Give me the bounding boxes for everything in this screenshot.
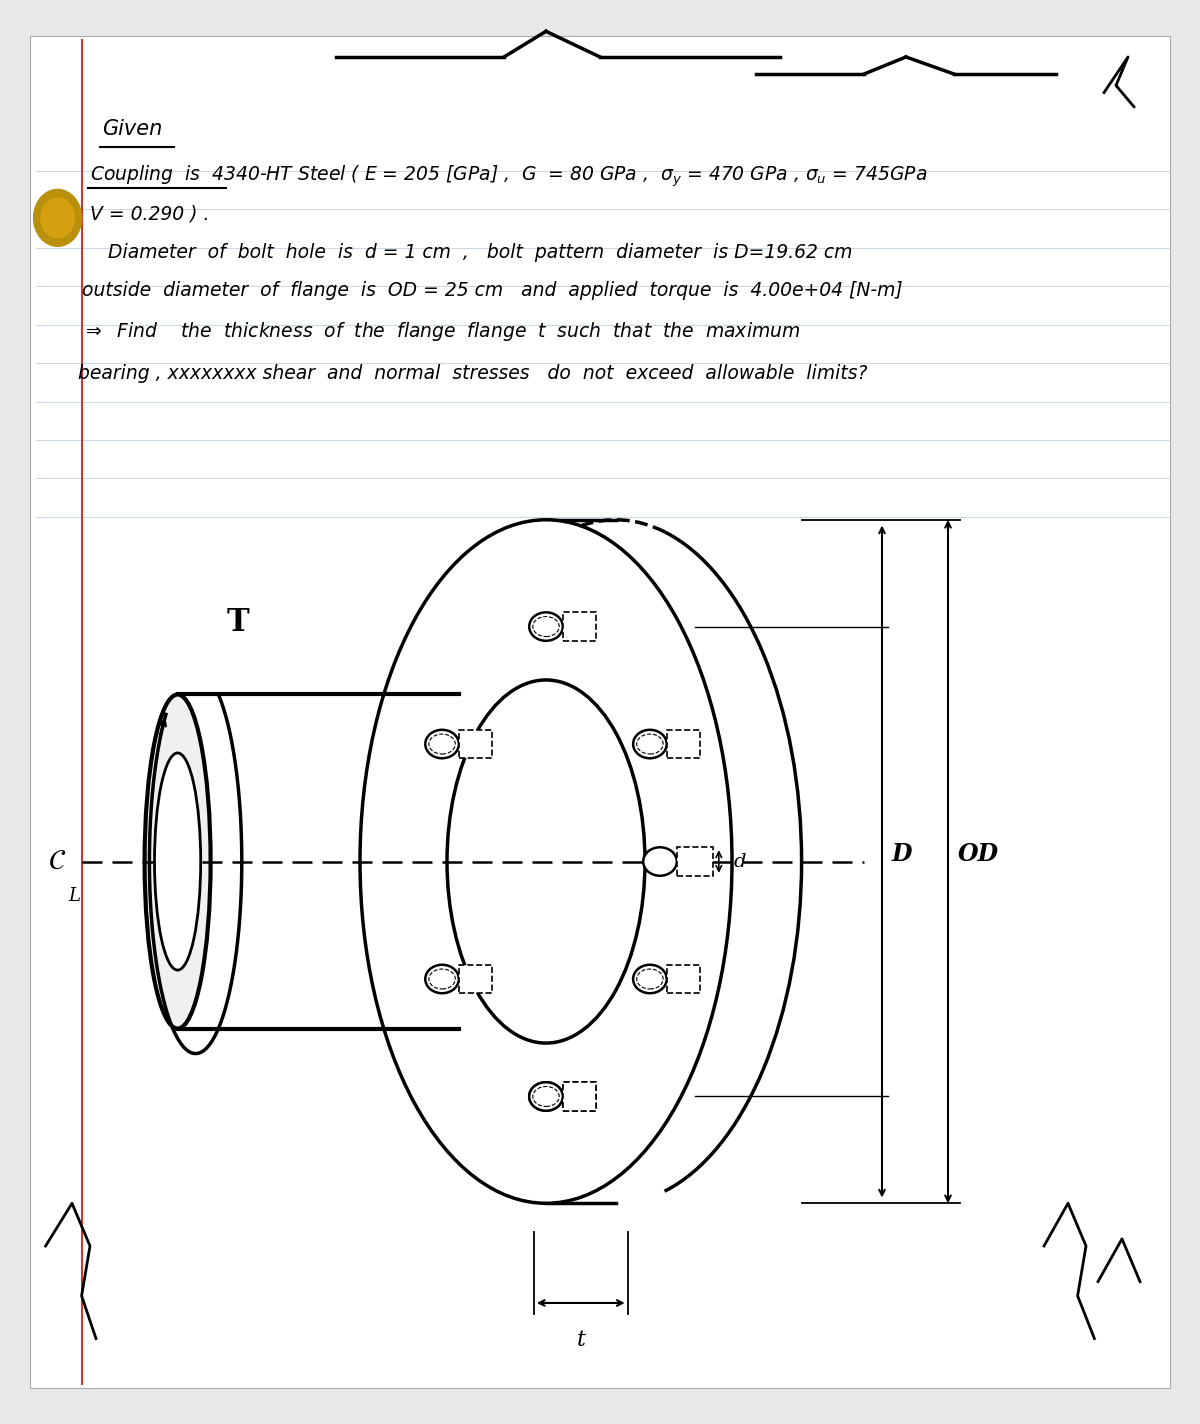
Bar <box>677 847 713 876</box>
Circle shape <box>41 198 74 238</box>
Ellipse shape <box>425 729 458 758</box>
Text: bearing , xxxxxxxx shear  and  normal  stresses   do  not  exceed  allowable  li: bearing , xxxxxxxx shear and normal stre… <box>78 363 868 383</box>
Text: Coupling  is  4340-HT Steel ( E = 205 [GPa] ,  G  = 80 GPa ,  $\sigma_y$ = 470 G: Coupling is 4340-HT Steel ( E = 205 [GPa… <box>90 164 928 189</box>
Ellipse shape <box>529 1082 563 1111</box>
Text: T: T <box>227 607 248 638</box>
Ellipse shape <box>446 681 646 1042</box>
Text: outside  diameter  of  flange  is  OD = 25 cm   and  applied  torque  is  4.00e+: outside diameter of flange is OD = 25 cm… <box>82 281 902 300</box>
Text: Diameter  of  bolt  hole  is  d = 1 cm  ,   bolt  pattern  diameter  is D=19.62 : Diameter of bolt hole is d = 1 cm , bolt… <box>90 242 852 262</box>
Bar <box>667 965 701 994</box>
Text: L: L <box>68 887 80 906</box>
Text: t: t <box>576 1329 586 1350</box>
Ellipse shape <box>425 965 458 994</box>
Ellipse shape <box>634 965 667 994</box>
Ellipse shape <box>360 520 732 1203</box>
Text: OD: OD <box>958 843 998 866</box>
Ellipse shape <box>634 729 667 758</box>
Bar <box>458 729 492 758</box>
Bar <box>563 1082 596 1111</box>
Text: D: D <box>892 843 912 866</box>
Bar <box>667 729 701 758</box>
Ellipse shape <box>529 1082 563 1111</box>
FancyBboxPatch shape <box>30 36 1170 1388</box>
Ellipse shape <box>529 612 563 641</box>
Circle shape <box>34 189 82 246</box>
Bar <box>563 612 596 641</box>
Text: V = 0.290 ) .: V = 0.290 ) . <box>90 204 210 224</box>
Bar <box>563 1082 596 1111</box>
Text: d: d <box>733 853 745 870</box>
Text: Given: Given <box>102 120 162 140</box>
Ellipse shape <box>155 753 200 970</box>
Text: $\Rightarrow$  Find    the  thickness  of  the  flange  flange  t  such  that  t: $\Rightarrow$ Find the thickness of the … <box>82 320 800 343</box>
Ellipse shape <box>145 695 211 1028</box>
Text: $\mathcal{C}$: $\mathcal{C}$ <box>48 849 66 874</box>
Ellipse shape <box>643 847 677 876</box>
Bar <box>458 965 492 994</box>
